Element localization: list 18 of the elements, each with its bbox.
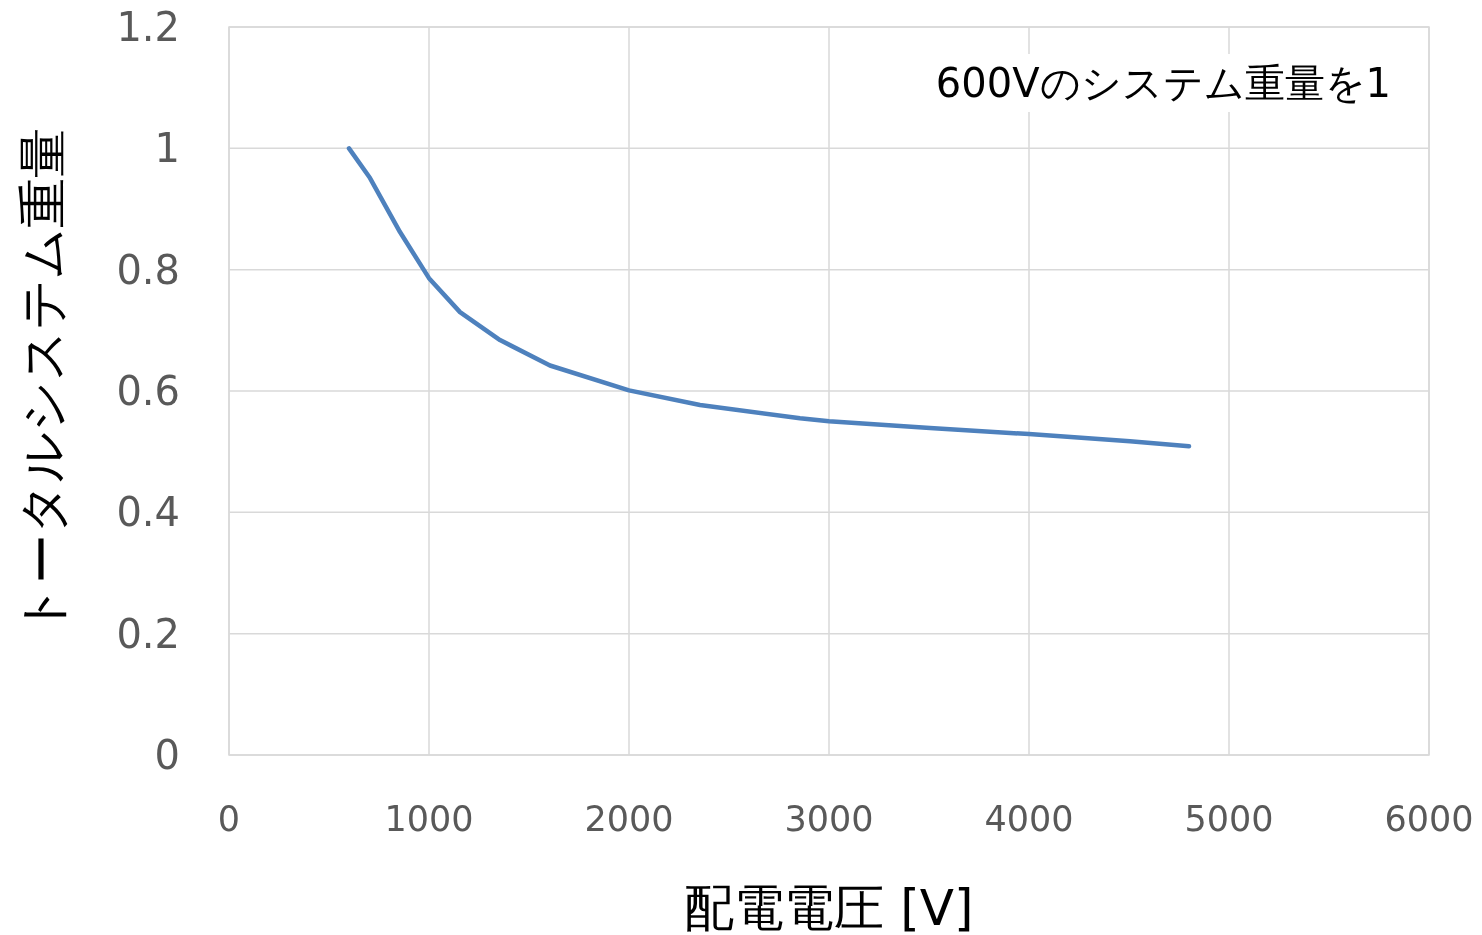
y-tick-label: 1.2 [116,4,180,50]
line-series [346,146,1192,449]
x-tick-label: 3000 [784,799,874,839]
y-tick-label: 0.8 [116,246,180,293]
y-tick-label: 0 [154,732,180,778]
x-tick-label: 2000 [584,799,674,839]
x-axis-title: 配電電圧 [V] [684,879,974,935]
y-tick-label: 0.4 [116,489,180,536]
y-tick-label: 1 [154,125,180,172]
annotation: 600Vのシステム重量を1 [935,60,1391,106]
x-tick-label: 1000 [384,799,474,839]
y-tick-label: 0.2 [116,610,180,657]
x-tick-label: 5000 [1184,799,1274,839]
y-axis-title: トータルシステム重量 [14,127,72,635]
x-tick-label: 4000 [984,799,1074,839]
x-tick-label: 0 [217,799,241,839]
y-tick-label: 0.6 [116,368,180,414]
x-tick-label: 6000 [1384,799,1474,839]
